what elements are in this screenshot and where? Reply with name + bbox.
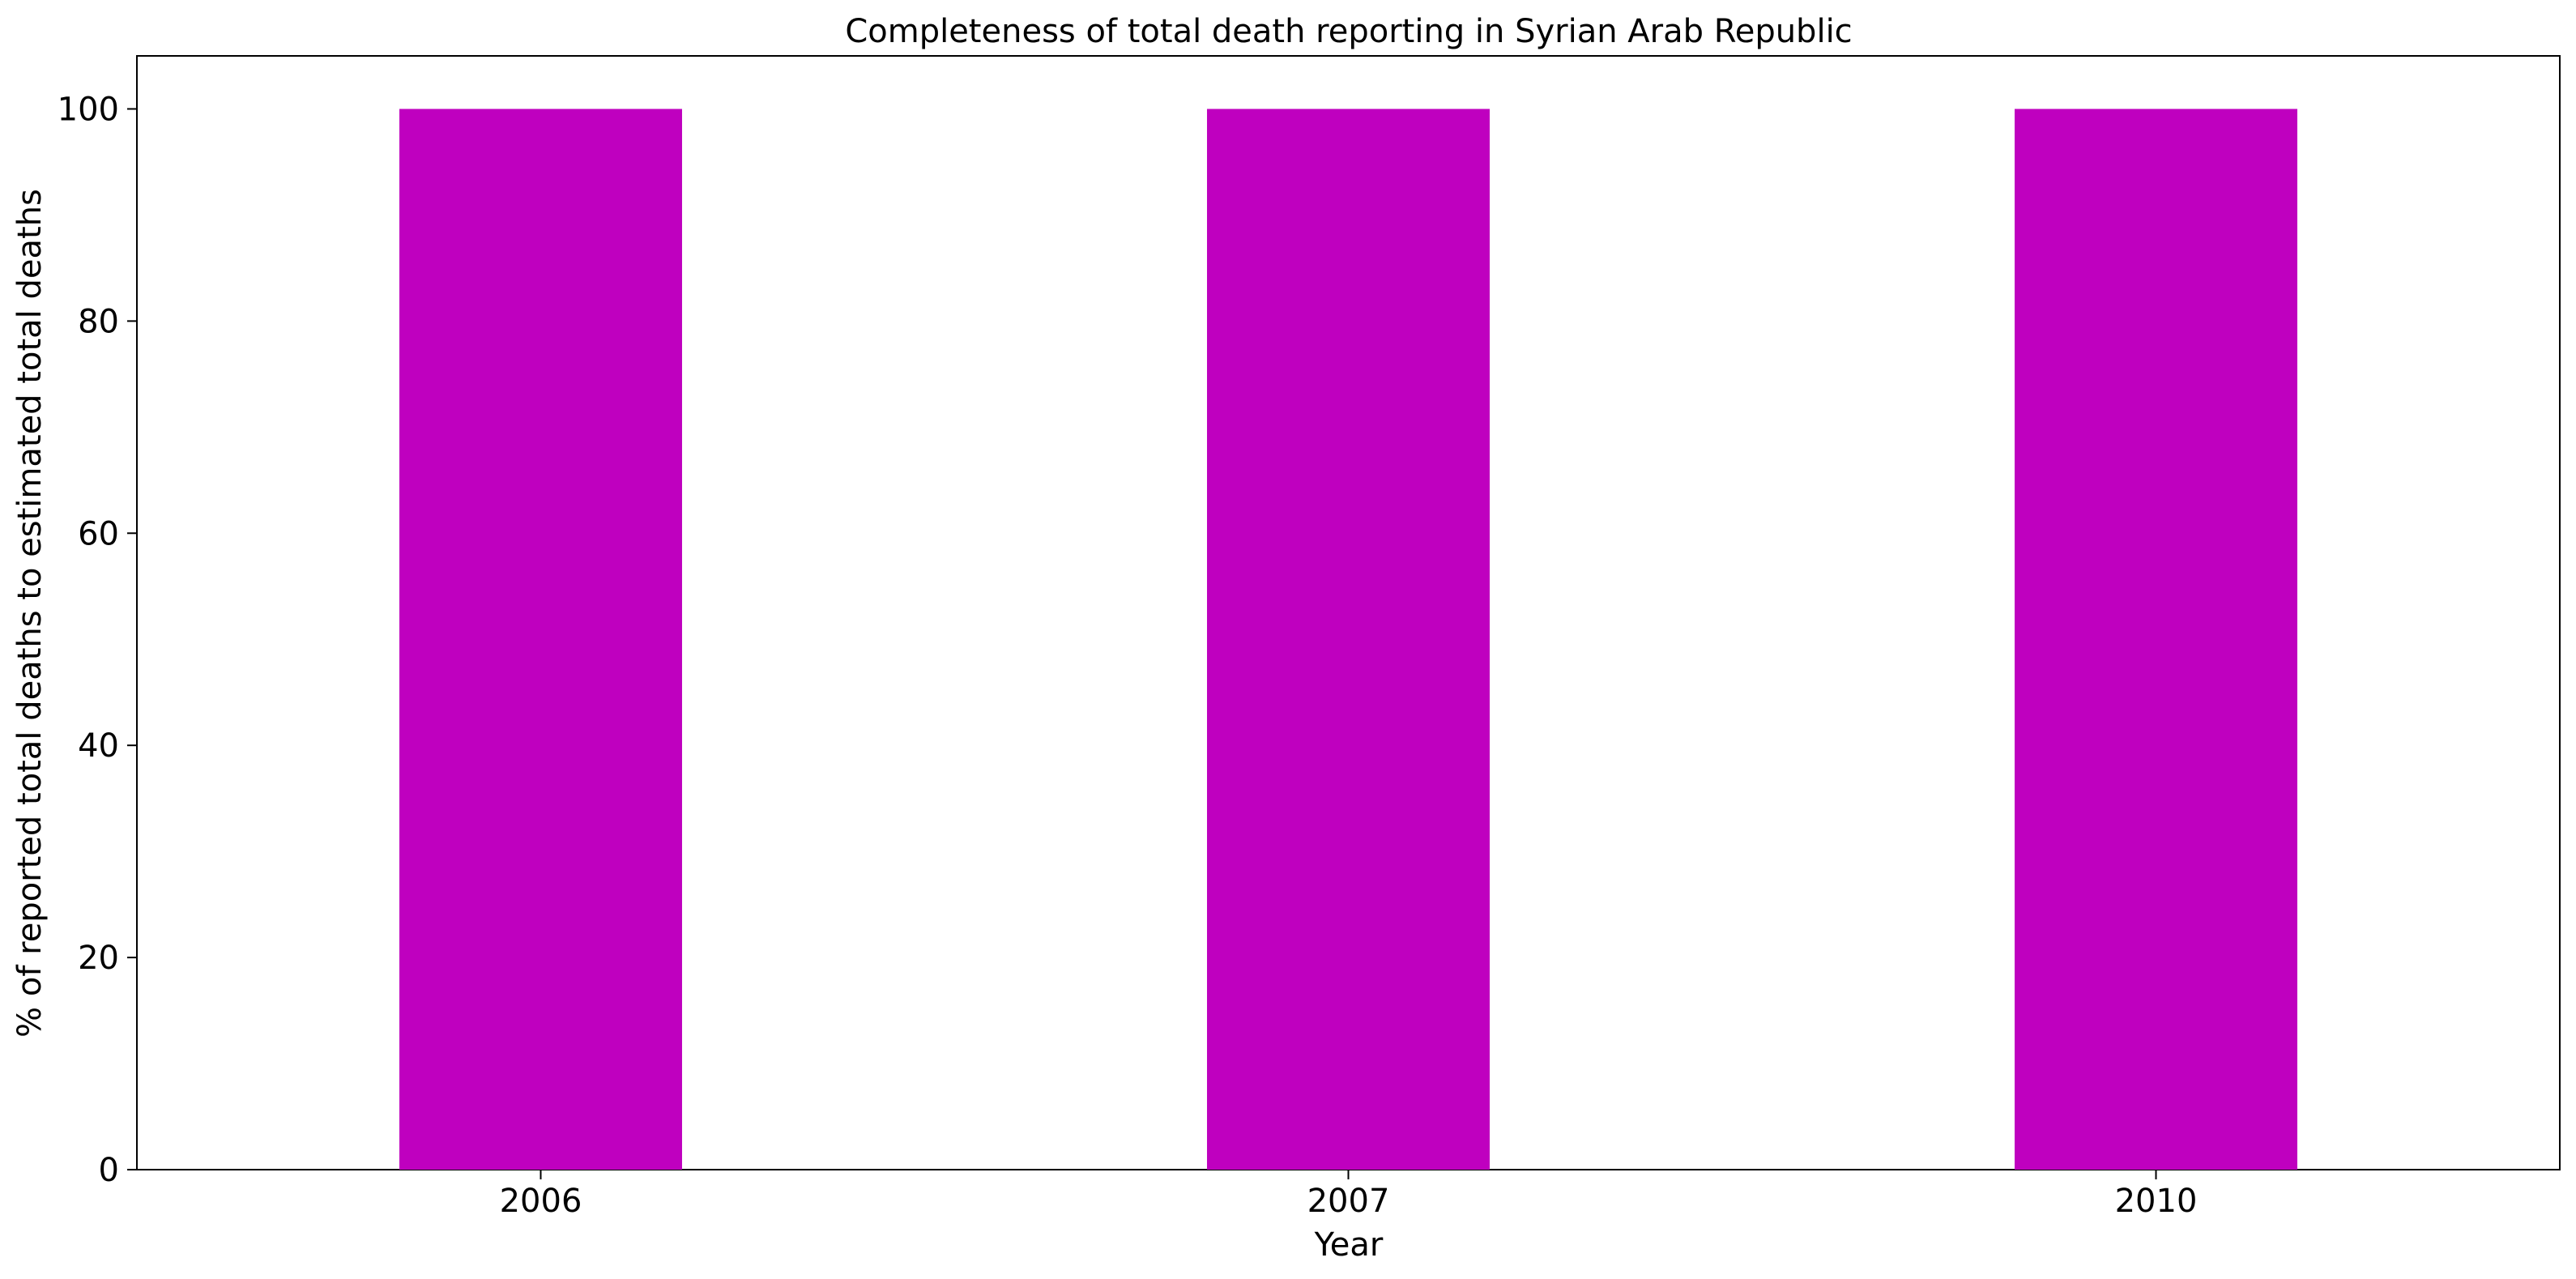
y-tick-label: 80 xyxy=(78,303,119,340)
y-axis: 0 20 40 60 80 100 xyxy=(58,91,137,1189)
y-tick-label: 20 xyxy=(78,940,119,977)
x-tick-label: 2006 xyxy=(500,1183,582,1220)
y-tick-label: 60 xyxy=(78,515,119,552)
y-tick-label: 0 xyxy=(99,1152,119,1189)
bar-2010 xyxy=(2015,109,2297,1170)
x-axis: 2006 2007 2010 xyxy=(500,1170,2198,1220)
chart-title: Completeness of total death reporting in… xyxy=(845,13,1852,50)
x-axis-label: Year xyxy=(1314,1226,1384,1264)
y-tick-label: 40 xyxy=(78,727,119,765)
bars xyxy=(399,109,2297,1170)
y-axis-label: % of reported total deaths to estimated … xyxy=(11,189,49,1038)
y-tick-label: 100 xyxy=(58,91,119,128)
x-tick-label: 2007 xyxy=(1307,1183,1390,1220)
bar-2006 xyxy=(399,109,682,1170)
bar-2007 xyxy=(1207,109,1490,1170)
x-tick-label: 2010 xyxy=(2115,1183,2198,1220)
